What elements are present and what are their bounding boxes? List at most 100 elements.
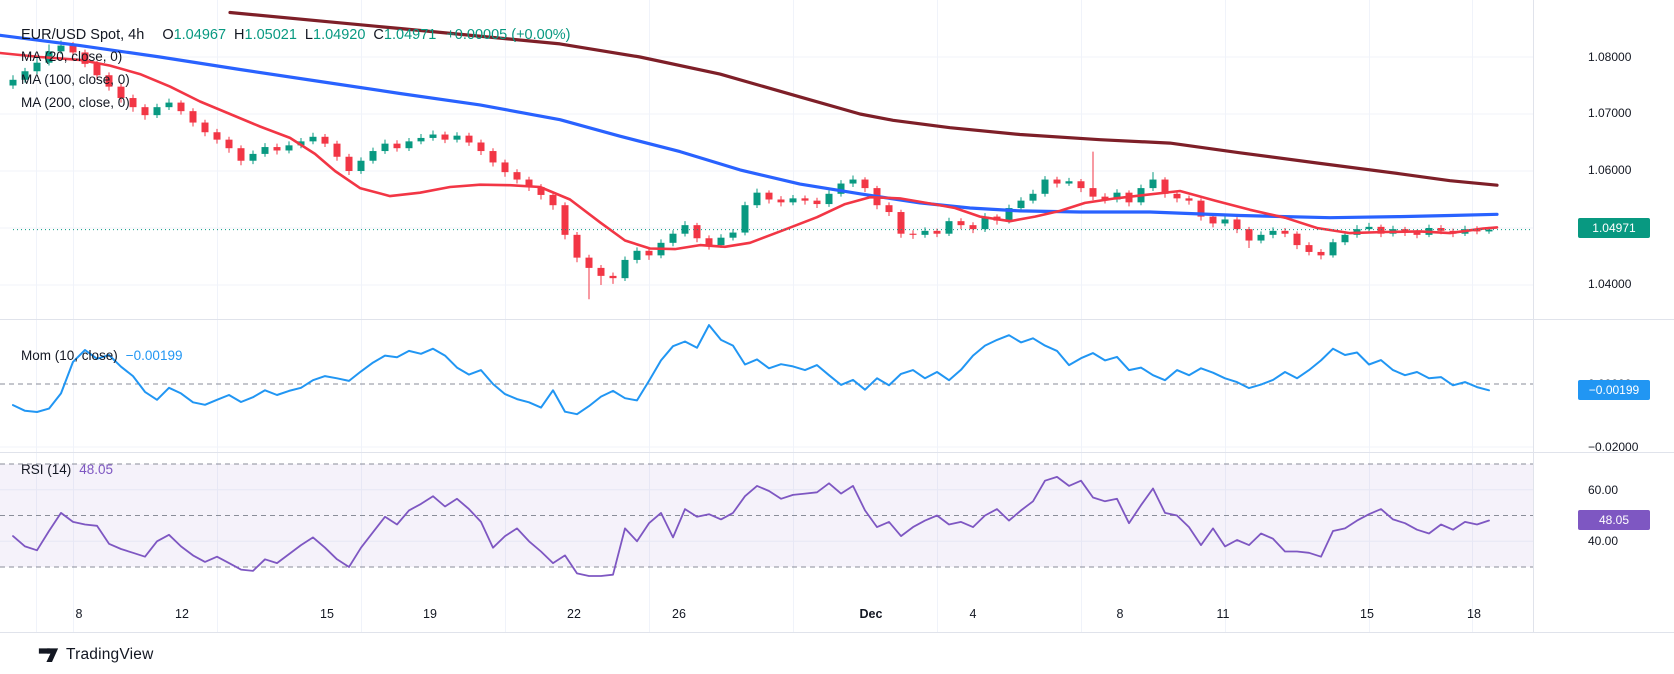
candle-body — [1161, 179, 1169, 194]
candle-body — [1185, 198, 1193, 201]
open-value: 1.04967 — [173, 27, 227, 43]
candle-body — [189, 111, 197, 123]
candle-body — [933, 230, 941, 234]
price-axis-label: 1.04000 — [1588, 277, 1632, 291]
candle-body — [633, 250, 641, 260]
candle-body — [825, 193, 833, 205]
candle-body — [645, 250, 653, 256]
tradingview-logo[interactable]: TradingView — [38, 644, 154, 665]
candle-body — [417, 137, 425, 142]
high-label: H — [234, 27, 245, 43]
candle-body — [333, 143, 341, 157]
candle-body — [261, 147, 269, 154]
candle-body — [1413, 232, 1421, 235]
candle-body — [405, 141, 413, 149]
time-axis-label: 18 — [1467, 607, 1481, 621]
rsi-line — [12, 476, 1490, 577]
candle-body — [1233, 219, 1241, 230]
candle-body — [393, 143, 401, 149]
candle-body — [1005, 208, 1013, 221]
candle-body — [1101, 196, 1109, 200]
time-axis-label: 19 — [423, 607, 437, 621]
ma100-line — [0, 33, 1499, 220]
candle-body — [729, 232, 737, 238]
candle-body — [921, 230, 929, 235]
momentum-line — [12, 324, 1490, 416]
candle-body — [1053, 179, 1061, 184]
candle-body — [369, 151, 377, 161]
candle-body — [1257, 234, 1265, 241]
rsi-panel[interactable] — [0, 453, 1533, 600]
candle-body — [585, 257, 593, 268]
candle-body — [381, 143, 389, 152]
candle-body — [1113, 192, 1121, 200]
ma200-legend[interactable]: MA (200, close, 0) — [21, 95, 130, 110]
candle-body — [501, 162, 509, 173]
candle-body — [669, 233, 677, 243]
candle-body — [81, 52, 89, 64]
rsi-label: RSI (14) — [21, 462, 72, 477]
candle-body — [33, 62, 41, 72]
candle-body — [93, 63, 101, 76]
candle-body — [165, 102, 173, 108]
candle-body — [861, 179, 869, 189]
momentum-panel[interactable] — [0, 320, 1533, 452]
rsi-badge: 48.05 — [1578, 510, 1650, 530]
candle-body — [561, 205, 569, 235]
chart-legend: EUR/USD Spot, 4h O1.04967 H1.05021 L1.04920… — [21, 27, 570, 43]
time-axis-label: 26 — [672, 607, 686, 621]
candle-body — [1281, 230, 1289, 234]
symbol-title[interactable]: EUR/USD Spot, 4h — [21, 27, 145, 43]
candle-body — [1041, 179, 1049, 194]
candle-body — [609, 275, 617, 279]
change-value: +0.00005 (+0.00%) — [446, 27, 571, 43]
candle-body — [693, 225, 701, 239]
main-price-panel[interactable] — [0, 0, 1533, 319]
candle-body — [441, 134, 449, 140]
ma20-line — [0, 51, 1499, 251]
candle-body — [309, 136, 317, 142]
candle-body — [1245, 229, 1253, 241]
candle-body — [525, 179, 533, 187]
candle-body — [1209, 216, 1217, 224]
candle-body — [705, 238, 713, 246]
price-axis-label: 1.08000 — [1588, 50, 1632, 64]
candle-body — [909, 233, 917, 235]
candle-body — [1221, 219, 1229, 224]
momentum-legend[interactable]: Mom (10, close) −0.00199 — [21, 348, 182, 363]
candle-body — [153, 107, 161, 116]
price-axis[interactable]: 1.08000 1.07000 1.06000 1.04000 0.00000 … — [1534, 0, 1674, 632]
candle-body — [1173, 193, 1181, 199]
candle-body — [1317, 251, 1325, 256]
candle-body — [753, 192, 761, 206]
candle-body — [1329, 242, 1337, 256]
candle-body — [273, 147, 281, 151]
candle-body — [429, 134, 437, 138]
time-axis-label: Dec — [859, 607, 883, 621]
time-axis-label: 15 — [320, 607, 334, 621]
candle-body — [321, 136, 329, 144]
candle-body — [513, 172, 521, 180]
ma100-legend[interactable]: MA (100, close, 0) — [21, 72, 130, 87]
candle-body — [21, 71, 29, 80]
low-label: L — [304, 27, 313, 43]
candle-body — [717, 237, 725, 246]
candle-body — [357, 160, 365, 171]
rsi-legend[interactable]: RSI (14) 48.05 — [21, 462, 113, 477]
ma20-legend[interactable]: MA (20, close, 0) — [21, 49, 123, 64]
candle-body — [117, 86, 125, 99]
time-axis-label: 22 — [567, 607, 581, 621]
candle-body — [1077, 181, 1085, 189]
candle-body — [969, 225, 977, 230]
candle-body — [621, 259, 629, 279]
candle-body — [1365, 226, 1373, 230]
candle-body — [741, 205, 749, 233]
momentum-label: Mom (10, close) — [21, 348, 118, 363]
time-axis[interactable]: 8 12 15 19 22 26 Dec 4 8 11 15 18 — [0, 600, 1533, 632]
rsi-value: 48.05 — [79, 462, 114, 477]
candle-body — [849, 179, 857, 184]
candle-body — [69, 45, 77, 53]
candle-body — [885, 205, 893, 213]
